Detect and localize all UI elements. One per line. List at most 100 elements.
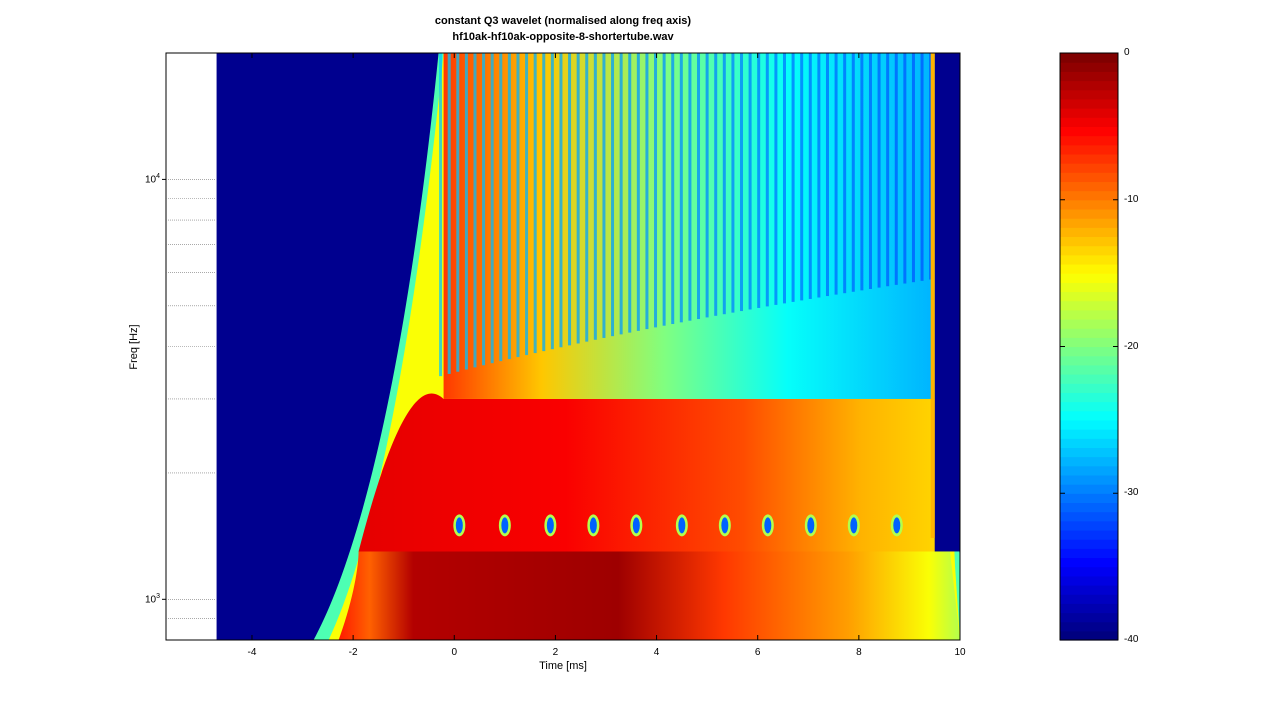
colorbar-level [1060, 190, 1118, 201]
high-freq-streak [834, 53, 838, 295]
colorbar-level [1060, 53, 1118, 63]
high-freq-streak [808, 53, 812, 299]
low-freq-region [338, 551, 960, 640]
colorbar-level [1060, 511, 1118, 522]
colorbar-level [1060, 337, 1118, 348]
high-freq-streak [714, 53, 718, 316]
high-freq-streak [843, 53, 847, 294]
colorbar-level [1060, 309, 1118, 320]
high-freq-streak [671, 53, 675, 325]
high-freq-streak [825, 53, 829, 297]
high-freq-streak [929, 53, 933, 280]
colorbar-level [1060, 603, 1118, 614]
colorbar-level [1060, 144, 1118, 155]
colorbar-level [1060, 484, 1118, 494]
colorbar-level [1060, 392, 1118, 403]
colorbar-level [1060, 236, 1118, 247]
resonance-notch [678, 517, 686, 534]
high-freq-streak [542, 53, 546, 352]
high-freq-streak [593, 53, 597, 340]
colorbar-level [1060, 548, 1118, 559]
colorbar-level [1060, 529, 1118, 540]
colorbar-level [1060, 62, 1118, 72]
x-tick-label: 4 [653, 647, 660, 658]
colorbar-level [1060, 456, 1118, 467]
colorbar-level [1060, 520, 1118, 531]
colorbar-level [1060, 502, 1118, 513]
high-freq-streak [722, 53, 726, 315]
colorbar-level [1060, 108, 1118, 118]
mid-freq-region [358, 393, 951, 552]
high-freq-streak [851, 53, 855, 292]
resonance-notch [546, 517, 554, 534]
colorbar-tick-label: 0 [1124, 47, 1130, 58]
colorbar-level [1060, 117, 1118, 127]
resonance-notch [807, 517, 815, 534]
high-freq-streak [525, 53, 529, 356]
colorbar-level [1060, 273, 1118, 283]
high-freq-streak [636, 53, 640, 331]
colorbar-tick-label: -30 [1124, 487, 1139, 499]
colorbar-level [1060, 630, 1118, 641]
high-freq-streak [705, 53, 709, 318]
colorbar-level [1060, 218, 1118, 228]
resonance-notch [850, 517, 858, 534]
colorbar-level [1060, 172, 1118, 183]
spectrogram-energy [313, 53, 960, 640]
chart-title: constant Q3 wavelet (normalised along fr… [434, 15, 692, 27]
high-freq-streak [757, 53, 761, 308]
colorbar-level [1060, 419, 1118, 430]
colorbar-level [1060, 447, 1118, 458]
colorbar-level [1060, 71, 1118, 82]
high-freq-streak [473, 53, 477, 368]
colorbar-level [1060, 208, 1118, 219]
colorbar-level [1060, 199, 1118, 210]
high-freq-streak [456, 53, 460, 372]
high-freq-streak [791, 53, 795, 302]
resonance-notch [589, 517, 597, 534]
high-freq-streak [697, 53, 701, 320]
high-freq-streak [568, 53, 572, 346]
colorbar-level [1060, 493, 1118, 504]
high-freq-streak [499, 53, 503, 362]
colorbar-level [1060, 364, 1118, 375]
colorbar-level [1060, 254, 1118, 265]
colorbar-level [1060, 318, 1118, 329]
x-axis-label: Time [ms] [539, 660, 587, 672]
high-freq-streak [602, 53, 606, 338]
colorbar-level [1060, 300, 1118, 311]
y-tick-base: 10 [145, 594, 157, 606]
x-tick-label: 10 [954, 647, 966, 658]
colorbar-level [1060, 126, 1118, 137]
high-freq-streak [868, 53, 872, 289]
high-freq-streak [482, 53, 486, 366]
colorbar-level [1060, 566, 1118, 577]
high-freq-streak [860, 53, 864, 291]
colorbar-level [1060, 584, 1118, 595]
colorbar-level [1060, 612, 1118, 623]
high-freq-streak [765, 53, 769, 307]
y-tick-label: 103 [145, 591, 160, 605]
colorbar-level [1060, 383, 1118, 393]
high-freq-streak [774, 53, 778, 305]
colorbar-tick-label: -20 [1124, 340, 1139, 352]
y-tick-base: 10 [145, 174, 157, 186]
y-axis-label: Freq [Hz] [128, 324, 140, 370]
y-tick-exponent: 3 [156, 593, 161, 601]
high-freq-streak [533, 53, 537, 354]
resonance-notch [764, 517, 772, 534]
high-freq-streak [516, 53, 520, 358]
colorbar-level [1060, 575, 1118, 586]
colorbar-level [1060, 181, 1118, 192]
high-freq-streak [748, 53, 752, 310]
colorbar-level [1060, 401, 1118, 412]
decay-edge-ridge [930, 53, 935, 538]
high-freq-streak [920, 53, 924, 281]
high-freq-streak [662, 53, 666, 326]
colorbar-level [1060, 346, 1118, 357]
chart-subtitle: hf10ak-hf10ak-opposite-8-shortertube.wav [452, 31, 674, 43]
colorbar-level [1060, 291, 1118, 302]
colorbar-level [1060, 135, 1118, 146]
high-freq-streak [731, 53, 735, 313]
colorbar-level [1060, 539, 1118, 549]
